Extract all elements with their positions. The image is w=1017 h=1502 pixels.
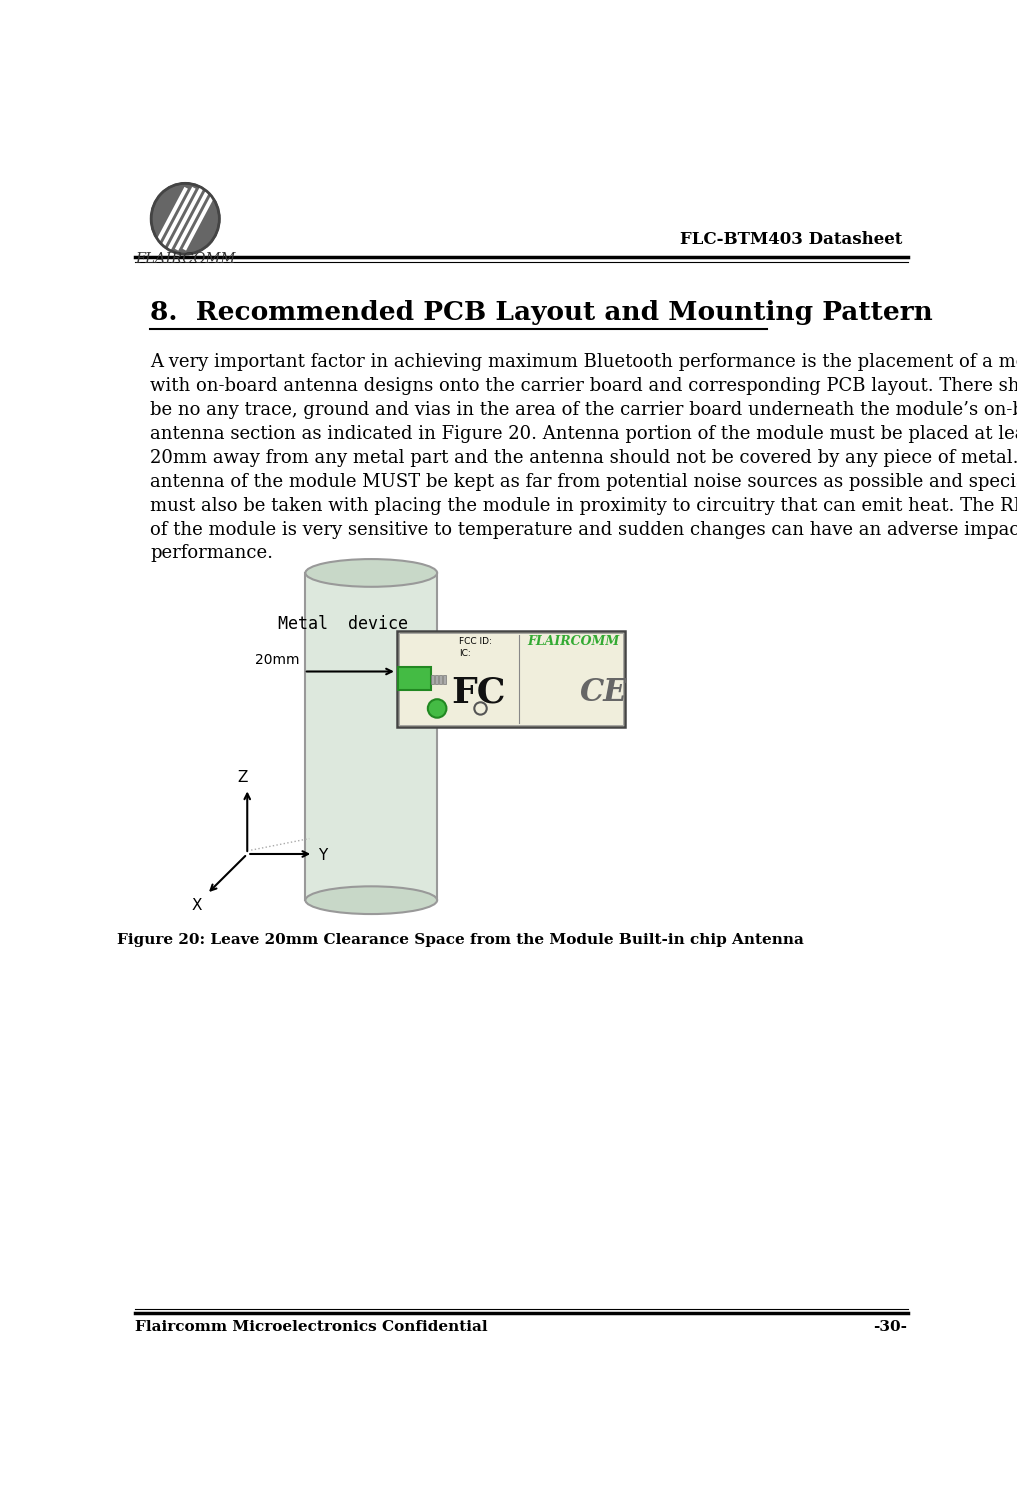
Bar: [397, 631, 625, 727]
Text: 20mm: 20mm: [254, 653, 299, 667]
Text: Flaircomm Microelectronics Confidential: Flaircomm Microelectronics Confidential: [135, 1320, 487, 1334]
Text: FLC-BTM403 Datasheet: FLC-BTM403 Datasheet: [679, 231, 902, 248]
Text: must also be taken with placing the module in proximity to circuitry that can em: must also be taken with placing the modu…: [151, 497, 1017, 515]
Text: Metal  device: Metal device: [279, 616, 408, 634]
Text: performance.: performance.: [151, 544, 274, 562]
Text: FLAIRCOMM: FLAIRCOMM: [527, 635, 619, 649]
Bar: [438, 674, 441, 683]
Ellipse shape: [428, 700, 446, 718]
Bar: [431, 674, 434, 683]
Text: A very important factor in achieving maximum Bluetooth performance is the placem: A very important factor in achieving max…: [151, 353, 1017, 371]
Bar: [399, 667, 431, 689]
Text: -30-: -30-: [874, 1320, 907, 1334]
Text: antenna of the module MUST be kept as far from potential noise sources as possib: antenna of the module MUST be kept as fa…: [151, 473, 1017, 491]
Text: Y: Y: [318, 849, 327, 864]
Bar: [442, 674, 445, 683]
Bar: [305, 572, 437, 900]
Text: with on-board antenna designs onto the carrier board and corresponding PCB layou: with on-board antenna designs onto the c…: [151, 377, 1017, 395]
Ellipse shape: [305, 886, 437, 915]
Text: Z: Z: [237, 769, 248, 784]
Text: CE: CE: [580, 677, 627, 707]
Text: antenna section as indicated in Figure 20. Antenna portion of the module must be: antenna section as indicated in Figure 2…: [151, 425, 1017, 443]
Text: Figure 20: Leave 20mm Clearance Space from the Module Built-in chip Antenna: Figure 20: Leave 20mm Clearance Space fr…: [117, 933, 803, 948]
Text: 8.  Recommended PCB Layout and Mounting Pattern: 8. Recommended PCB Layout and Mounting P…: [151, 299, 934, 324]
Text: FLAIRCOMM: FLAIRCOMM: [135, 252, 236, 266]
Text: 20mm away from any metal part and the antenna should not be covered by any piece: 20mm away from any metal part and the an…: [151, 449, 1017, 467]
Bar: [399, 632, 623, 724]
Bar: [435, 674, 438, 683]
Text: be no any trace, ground and vias in the area of the carrier board underneath the: be no any trace, ground and vias in the …: [151, 401, 1017, 419]
Ellipse shape: [305, 559, 437, 587]
Ellipse shape: [152, 183, 220, 254]
Text: X: X: [192, 898, 202, 913]
Text: of the module is very sensitive to temperature and sudden changes can have an ad: of the module is very sensitive to tempe…: [151, 521, 1017, 539]
Text: FCC ID:
IC:: FCC ID: IC:: [459, 637, 491, 658]
Text: FC: FC: [452, 676, 505, 709]
